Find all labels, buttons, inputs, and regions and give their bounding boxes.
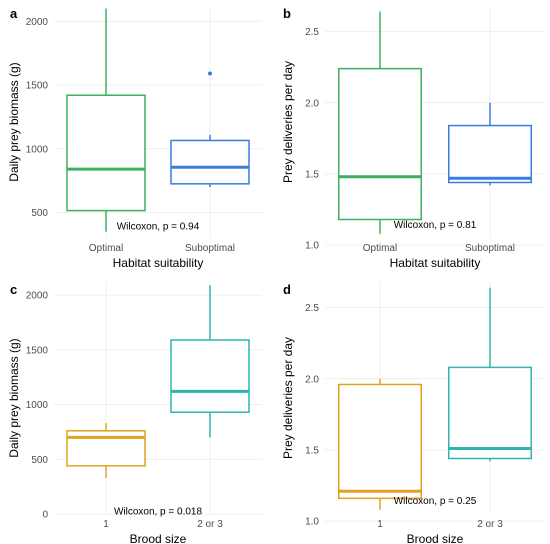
panel-label: d bbox=[283, 282, 291, 297]
box-iqr bbox=[170, 339, 250, 413]
y-tick-label: 2000 bbox=[26, 291, 49, 302]
wilcoxon-annotation: Wilcoxon, p = 0.25 bbox=[394, 496, 477, 507]
x-tick-label: 2 or 3 bbox=[197, 519, 223, 530]
wilcoxon-annotation: Wilcoxon, p = 0.018 bbox=[114, 507, 203, 518]
y-tick-label: 1000 bbox=[26, 400, 49, 411]
y-axis-label: Daily prey biomass (g) bbox=[7, 62, 21, 181]
box-1 bbox=[338, 378, 422, 510]
outlier-point bbox=[208, 71, 212, 76]
x-tick-label: 1 bbox=[103, 519, 109, 530]
y-tick-label: 1.0 bbox=[305, 517, 319, 528]
y-tick-label: 2000 bbox=[26, 17, 49, 28]
x-tick-label: Optimal bbox=[363, 243, 397, 254]
x-tick-label: Suboptimal bbox=[465, 243, 515, 254]
box-optimal bbox=[338, 11, 422, 234]
x-tick-label: Suboptimal bbox=[185, 243, 235, 254]
y-tick-label: 1000 bbox=[26, 144, 49, 155]
box-suboptimal bbox=[448, 102, 532, 186]
x-axis-label: Brood size bbox=[130, 532, 187, 544]
box-optimal bbox=[66, 8, 146, 232]
y-tick-label: 500 bbox=[31, 208, 48, 219]
y-tick-label: 2.5 bbox=[305, 27, 319, 38]
y-axis-label: Daily prey biomass (g) bbox=[7, 338, 21, 457]
panel-b: 1.0 1.5 2.0 2.5 Wilcoxon, p = 0.81 Optimal Sub… bbox=[281, 6, 545, 270]
y-tick-label: 500 bbox=[31, 455, 48, 466]
y-tick-label: 1.5 bbox=[305, 445, 319, 456]
box-suboptimal bbox=[170, 71, 250, 188]
y-tick-label: 2.5 bbox=[305, 303, 319, 314]
panel-label: a bbox=[10, 6, 18, 21]
box-iqr bbox=[338, 383, 422, 500]
box-iqr bbox=[338, 67, 422, 221]
panel-label: c bbox=[10, 282, 17, 297]
x-tick-label: Optimal bbox=[89, 243, 123, 254]
x-axis-label: Brood size bbox=[407, 532, 464, 544]
panel-a: 500 1000 1500 2000 Wilcoxon, p = 0.94 Optimal… bbox=[7, 6, 262, 270]
y-axis-label: Prey deliveries per day bbox=[281, 61, 295, 183]
y-tick-label: 1500 bbox=[26, 345, 49, 356]
x-tick-label: 2 or 3 bbox=[477, 519, 503, 530]
box-2-or-3 bbox=[448, 287, 532, 462]
y-tick-label: 1.5 bbox=[305, 169, 319, 180]
box-1 bbox=[66, 423, 146, 478]
panel-label: b bbox=[283, 6, 291, 21]
box-iqr bbox=[448, 124, 532, 184]
panel-c: 0 500 1000 1500 2000 Wilcoxon, p = 0.018 1 2 or… bbox=[7, 282, 262, 544]
box-iqr bbox=[448, 366, 532, 460]
box-iqr bbox=[170, 139, 250, 185]
x-axis-label: Habitat suitability bbox=[113, 256, 204, 270]
box-iqr bbox=[66, 94, 146, 212]
y-tick-label: 0 bbox=[42, 510, 48, 521]
y-tick-label: 2.0 bbox=[305, 374, 319, 385]
y-tick-label: 1500 bbox=[26, 81, 49, 92]
y-axis-label: Prey deliveries per day bbox=[281, 337, 295, 459]
y-tick-label: 1.0 bbox=[305, 241, 319, 252]
x-tick-label: 1 bbox=[377, 519, 383, 530]
wilcoxon-annotation: Wilcoxon, p = 0.81 bbox=[394, 220, 477, 231]
panel-d: 1.0 1.5 2.0 2.5 Wilcoxon, p = 0.25 1 2 or 3 Bro… bbox=[281, 282, 545, 544]
y-tick-label: 2.0 bbox=[305, 98, 319, 109]
wilcoxon-annotation: Wilcoxon, p = 0.94 bbox=[117, 221, 200, 232]
box-2-or-3 bbox=[170, 285, 250, 438]
x-axis-label: Habitat suitability bbox=[390, 256, 481, 270]
